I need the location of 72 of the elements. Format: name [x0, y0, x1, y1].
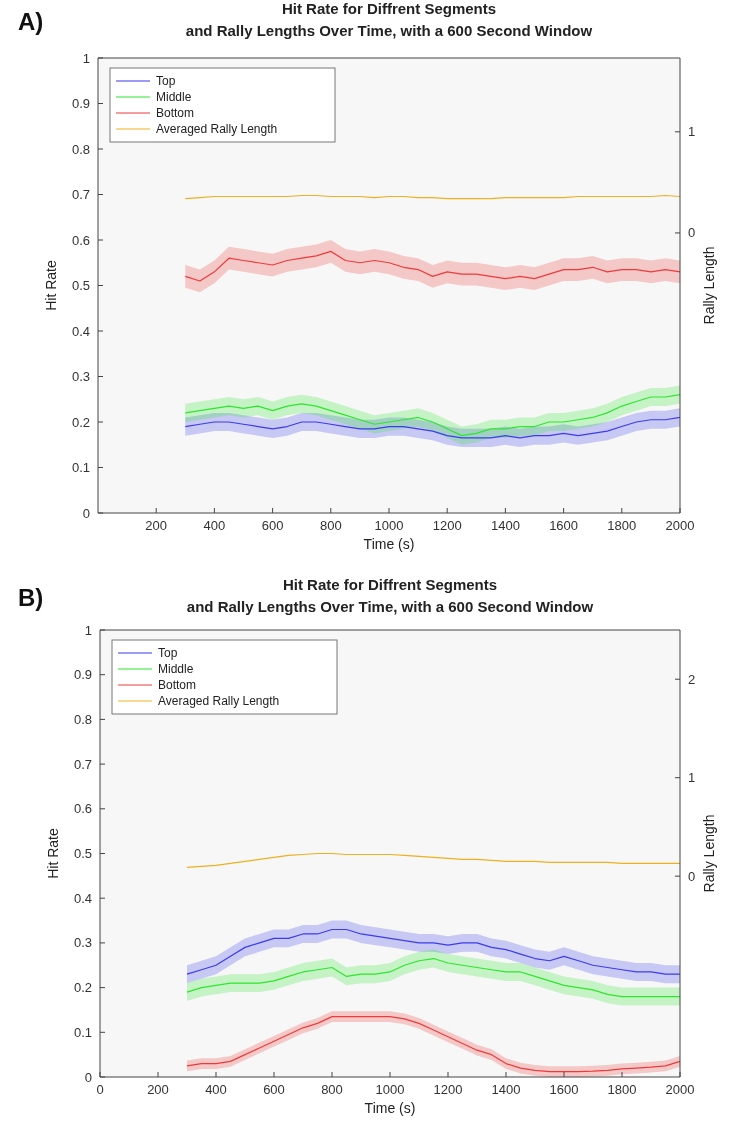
y-tick-label: 0.6 [73, 801, 92, 817]
legend-label: Top [158, 646, 178, 660]
y-axis-title: Hit Rate [43, 260, 59, 311]
x-tick-label: 1800 [607, 518, 637, 533]
x-tick-label: 1400 [490, 518, 520, 533]
x-tick-label: 1000 [375, 1082, 405, 1097]
x-tick-label: 600 [261, 518, 284, 533]
chart-title: Hit Rate for Diffrent Segments and Rally Lengths Over Time, with a 600 Second Window [185, 0, 593, 39]
y-tick-label: 0.8 [71, 141, 90, 157]
x-axis-title: Time (s) [364, 1100, 416, 1116]
x-tick-label: 1600 [549, 518, 579, 533]
y-tick-label: 0 [84, 1069, 92, 1085]
y-tick-label: 0.3 [71, 369, 90, 384]
y-tick-label: 0.9 [71, 96, 90, 111]
y-tick-label: 0.2 [73, 980, 92, 996]
y-tick-label: 0.1 [73, 1024, 92, 1040]
y-tick-label: 1 [82, 50, 90, 66]
x-tick-label: 0 [96, 1082, 104, 1097]
y-tick-label: 0.5 [71, 278, 90, 293]
y-tick-label: 0.6 [71, 232, 90, 248]
x-tick-label: 400 [203, 518, 226, 533]
y-tick-label: 1 [84, 622, 92, 638]
y-tick-label: 0.4 [71, 323, 90, 339]
x-tick-label: 800 [321, 1082, 343, 1097]
y-tick-label: 0.5 [73, 846, 92, 861]
legend-label: Averaged Rally Length [156, 122, 278, 136]
y-tick-label: 0.7 [73, 756, 92, 772]
y-tick-label: 0.1 [71, 460, 90, 475]
legend-label: Bottom [156, 106, 195, 120]
y2-axis-title: Rally Length [701, 246, 717, 325]
y2-tick-label: 2 [688, 671, 696, 687]
x-tick-label: 1200 [432, 518, 462, 533]
y-axis-title: Hit Rate [45, 828, 61, 879]
legend-label: Bottom [158, 678, 197, 692]
y-tick-label: 0.8 [73, 711, 92, 727]
y2-tick-label: 1 [688, 770, 696, 786]
line-series [186, 957, 681, 998]
y2-axis-title: Rally Length [701, 814, 717, 893]
line-series [186, 928, 681, 975]
x-tick-label: 1600 [549, 1082, 579, 1097]
x-tick-label: 1000 [374, 518, 404, 533]
x-tick-label: 1800 [607, 1082, 637, 1097]
y-tick-label: 0.9 [73, 667, 92, 683]
y-tick-label: 0.4 [73, 890, 92, 906]
legend-label: Middle [156, 90, 192, 104]
x-tick-label: 200 [145, 518, 168, 533]
x-tick-label: 600 [263, 1082, 285, 1097]
text: A) [18, 8, 44, 35]
line-series [184, 416, 681, 439]
text: B) [18, 584, 44, 611]
x-tick-label: 1400 [491, 1082, 521, 1097]
x-tick-label: 400 [205, 1082, 227, 1097]
x-tick-label: 1200 [433, 1082, 463, 1097]
line-series [184, 394, 681, 437]
line-series [184, 250, 681, 282]
y-tick-label: 0 [82, 505, 90, 521]
x-tick-label: 2000 [665, 518, 695, 533]
x-tick-label: 200 [147, 1082, 169, 1097]
chart-title: Hit Rate for Diffrent Segments and Rally Lengths Over Time, with a 600 Second Window [186, 576, 594, 615]
line-series [186, 852, 681, 868]
legend-label: Top [156, 74, 176, 88]
y2-tick-label: 1 [688, 124, 696, 140]
y-tick-label: 0.2 [71, 414, 90, 430]
y2-tick-label: 0 [688, 868, 696, 884]
x-tick-label: 800 [319, 518, 342, 533]
legend-label: Middle [158, 662, 194, 676]
y-tick-label: 0.7 [71, 187, 90, 202]
x-axis-title: Time (s) [363, 536, 415, 552]
y2-tick-label: 0 [688, 225, 696, 241]
x-tick-label: 2000 [665, 1082, 695, 1097]
y-tick-label: 0.3 [73, 935, 92, 951]
legend-label: Averaged Rally Length [158, 694, 280, 708]
